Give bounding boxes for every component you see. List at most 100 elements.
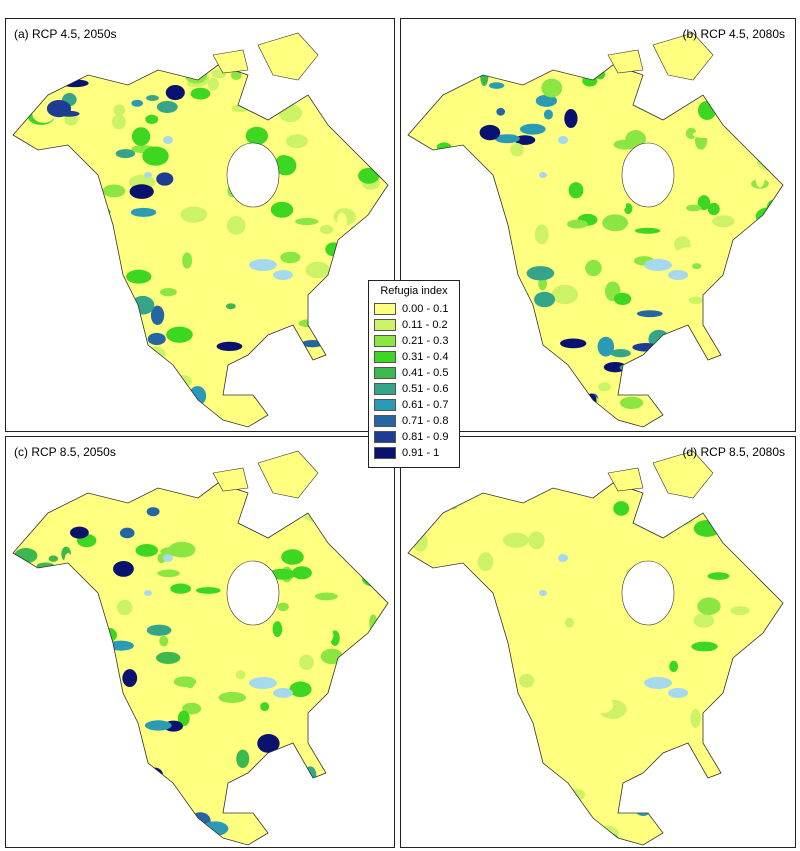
- refugia-patch: [685, 127, 697, 139]
- refugia-patch: [145, 767, 163, 782]
- refugia-patch: [534, 291, 556, 308]
- refugia-patch: [42, 224, 52, 237]
- refugia-patch: [685, 204, 702, 212]
- refugia-patch: [292, 796, 311, 808]
- lake: [539, 172, 547, 178]
- refugia-patch: [753, 509, 770, 527]
- refugia-patch: [289, 681, 312, 698]
- lake: [144, 172, 152, 178]
- refugia-patch: [602, 214, 629, 232]
- refugia-patch: [116, 599, 133, 616]
- legend-swatch: [374, 415, 396, 427]
- legend-swatch: [374, 367, 396, 379]
- refugia-patch: [541, 365, 563, 375]
- map-group: [12, 32, 389, 428]
- refugia-patch: [159, 287, 177, 297]
- refugia-patch: [361, 818, 372, 832]
- refugia-patch: [450, 215, 463, 234]
- lake: [644, 259, 672, 271]
- land: [408, 483, 783, 845]
- refugia-patch: [348, 738, 365, 758]
- refugia-patch: [460, 334, 485, 344]
- refugia-patch: [51, 416, 76, 424]
- legend-item: 0.61 - 0.7: [374, 397, 454, 413]
- refugia-patch: [30, 166, 53, 187]
- refugia-patch: [91, 319, 108, 338]
- refugia-patch: [408, 772, 420, 782]
- refugia-patch: [257, 734, 280, 753]
- refugia-patch: [119, 527, 135, 539]
- refugia-patch: [755, 170, 765, 188]
- legend-label: 0.61 - 0.7: [402, 399, 449, 411]
- refugia-patch: [358, 167, 380, 184]
- refugia-patch: [116, 403, 127, 420]
- refugia-patch: [411, 197, 422, 218]
- refugia-patch: [95, 702, 112, 717]
- refugia-patch: [762, 404, 782, 415]
- refugia-patch: [716, 71, 726, 89]
- refugia-patch: [634, 227, 661, 234]
- refugia-patch: [408, 618, 431, 633]
- refugia-patch: [33, 792, 52, 801]
- refugia-patch: [707, 202, 720, 216]
- legend-swatch: [374, 335, 396, 347]
- refugia-patch: [124, 823, 140, 844]
- refugia-patch: [83, 327, 110, 343]
- refugia-patch: [93, 344, 114, 357]
- refugia-patch: [87, 303, 107, 317]
- refugia-patch: [157, 569, 180, 578]
- refugia-patch: [96, 233, 108, 249]
- refugia-patch: [572, 65, 594, 73]
- legend-items: 0.00 - 0.1 0.11 - 0.2 0.21 - 0.3 0.31 - 0.4…: [374, 301, 454, 461]
- refugia-patch: [182, 702, 202, 715]
- refugia-patch: [281, 707, 304, 720]
- refugia-patch: [299, 654, 314, 671]
- refugia-patch: [146, 624, 172, 636]
- refugia-patch: [122, 669, 138, 687]
- panel-label: (b) RCP 4.5, 2080s: [682, 27, 786, 41]
- legend-swatch: [374, 319, 396, 331]
- refugia-patch: [157, 553, 166, 564]
- refugia-patch: [90, 364, 100, 372]
- refugia-patch: [330, 307, 358, 319]
- map-panel: (a) RCP 4.5, 2050s: [5, 18, 395, 432]
- refugia-patch: [692, 263, 702, 270]
- refugia-patch: [534, 224, 549, 245]
- refugia-patch: [105, 409, 118, 422]
- refugia-patch: [22, 634, 34, 650]
- refugia-patch: [656, 338, 682, 358]
- refugia-patch: [114, 406, 124, 418]
- hudson-bay: [226, 560, 280, 626]
- refugia-patch: [182, 228, 204, 237]
- refugia-patch: [107, 640, 134, 651]
- refugia-patch: [266, 342, 289, 351]
- refugia-patch: [328, 683, 343, 701]
- refugia-patch: [369, 614, 378, 632]
- refugia-patch: [129, 184, 154, 199]
- lake: [144, 590, 152, 596]
- refugia-patch: [66, 364, 89, 379]
- refugia-patch: [565, 393, 588, 412]
- refugia-patch: [693, 520, 721, 537]
- refugia-patch: [690, 708, 701, 728]
- map: [407, 450, 784, 846]
- refugia-patch: [475, 697, 497, 716]
- refugia-patch: [182, 252, 193, 269]
- refugia-patch: [408, 681, 429, 690]
- refugia-patch: [648, 90, 657, 100]
- refugia-patch: [554, 367, 566, 377]
- refugia-patch: [535, 394, 562, 415]
- arctic-islands: [212, 32, 319, 81]
- refugia-patch: [534, 361, 545, 376]
- refugia-patch: [109, 769, 124, 784]
- refugia-patch: [281, 549, 304, 565]
- refugia-patch: [480, 330, 495, 346]
- legend-label: 0.71 - 0.8: [402, 415, 449, 427]
- refugia-patch: [676, 247, 698, 263]
- lake: [273, 270, 293, 280]
- refugia-patch: [298, 420, 316, 427]
- refugia-patch: [442, 578, 468, 588]
- refugia-patch: [36, 810, 63, 827]
- refugia-patch: [412, 532, 428, 552]
- refugia-patch: [510, 143, 524, 157]
